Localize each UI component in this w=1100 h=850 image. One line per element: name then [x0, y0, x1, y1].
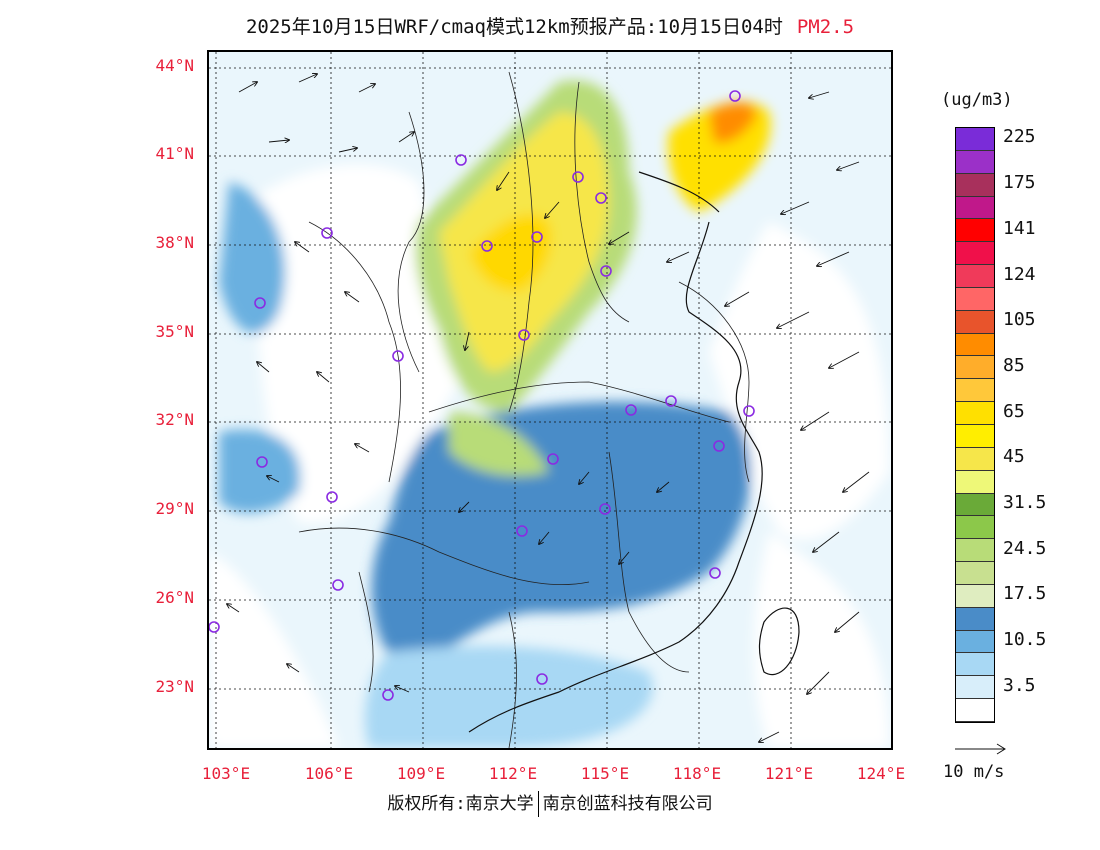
colorbar-segment	[956, 676, 994, 700]
colorbar-segment	[956, 539, 994, 563]
colorbar-label: 141	[1003, 217, 1036, 239]
lon-label-118: 118°E	[672, 764, 722, 783]
wind-vectors	[227, 74, 870, 742]
lat-label-44: 44°N	[155, 56, 194, 75]
colorbar-label: 3.5	[1003, 674, 1036, 696]
colorbar-segment	[956, 562, 994, 585]
colorbar-segment	[956, 310, 994, 334]
lon-label-109: 109°E	[396, 764, 446, 783]
colorbar-label: 24.5	[1003, 537, 1047, 559]
colorbar-segment	[956, 425, 994, 448]
colorbar-label: 124	[1003, 263, 1036, 285]
copyright-footer: 版权所有:南京大学 南京创蓝科技有限公司	[0, 789, 1100, 817]
lat-label-29: 29°N	[155, 499, 194, 518]
colorbar-segment	[956, 287, 994, 311]
map-canvas	[209, 52, 891, 748]
lat-label-32: 32°N	[155, 410, 194, 429]
lon-label-106: 106°E	[304, 764, 354, 783]
colorbar-segment	[956, 196, 994, 220]
footer-separator	[537, 791, 539, 817]
lat-label-23: 23°N	[155, 677, 194, 696]
colorbar-unit: (ug/m3)	[941, 90, 1013, 110]
colorbar-segment	[956, 699, 994, 722]
forecast-map	[207, 50, 893, 750]
colorbar-label: 17.5	[1003, 583, 1047, 605]
colorbar-segment	[956, 447, 994, 471]
colorbar-segment	[956, 219, 994, 243]
province-borders	[298, 71, 750, 748]
colorbar-label: 10.5	[1003, 629, 1047, 651]
copyright-right: 南京创蓝科技有限公司	[542, 794, 713, 814]
colorbar-segment	[956, 242, 994, 266]
colorbar-segment	[956, 470, 994, 494]
colorbar-segment	[956, 493, 994, 517]
colorbar-segment	[956, 653, 994, 677]
colorbar-segment	[956, 516, 994, 540]
colorbar-segment	[956, 173, 994, 197]
colorbar-label: 85	[1003, 354, 1025, 376]
colorbar-segment	[956, 630, 994, 654]
stations	[209, 90, 755, 701]
colorbar-label: 45	[1003, 446, 1025, 468]
colorbar-segment	[956, 584, 994, 608]
lon-label-121: 121°E	[764, 764, 814, 783]
lon-label-115: 115°E	[580, 764, 630, 783]
coastline	[468, 171, 800, 733]
colorbar-segment	[956, 150, 994, 174]
title-text: 2025年10月15日WRF/cmaq模式12km预报产品:10月15日04时	[245, 16, 783, 38]
colorbar-segment	[956, 402, 994, 425]
lon-label-112: 112°E	[488, 764, 538, 783]
map-title: 2025年10月15日WRF/cmaq模式12km预报产品:10月15日04时 P…	[0, 12, 1100, 39]
lat-label-41: 41°N	[155, 144, 194, 163]
colorbar-segment	[956, 265, 994, 288]
colorbar	[955, 127, 995, 723]
pm25-field	[209, 80, 889, 748]
lat-label-38: 38°N	[155, 233, 194, 252]
colorbar-segment	[956, 128, 994, 151]
colorbar-label: 31.5	[1003, 491, 1047, 513]
colorbar-label: 105	[1003, 309, 1036, 331]
lon-label-103: 103°E	[201, 764, 251, 783]
colorbar-segment	[956, 356, 994, 380]
lon-label-124: 124°E	[856, 764, 906, 783]
wind-reference-label: 10 m/s	[943, 762, 1005, 782]
colorbar-label: 65	[1003, 400, 1025, 422]
copyright-left: 版权所有:南京大学	[387, 794, 534, 814]
colorbar-segment	[956, 379, 994, 403]
colorbar-label: 225	[1003, 126, 1036, 148]
variable-label: PM2.5	[796, 16, 855, 38]
colorbar-label: 175	[1003, 172, 1036, 194]
colorbar-segment	[956, 333, 994, 357]
lat-label-26: 26°N	[155, 588, 194, 607]
lat-label-35: 35°N	[155, 322, 194, 341]
colorbar-segment	[956, 607, 994, 631]
wind-reference-arrow	[955, 743, 1006, 755]
